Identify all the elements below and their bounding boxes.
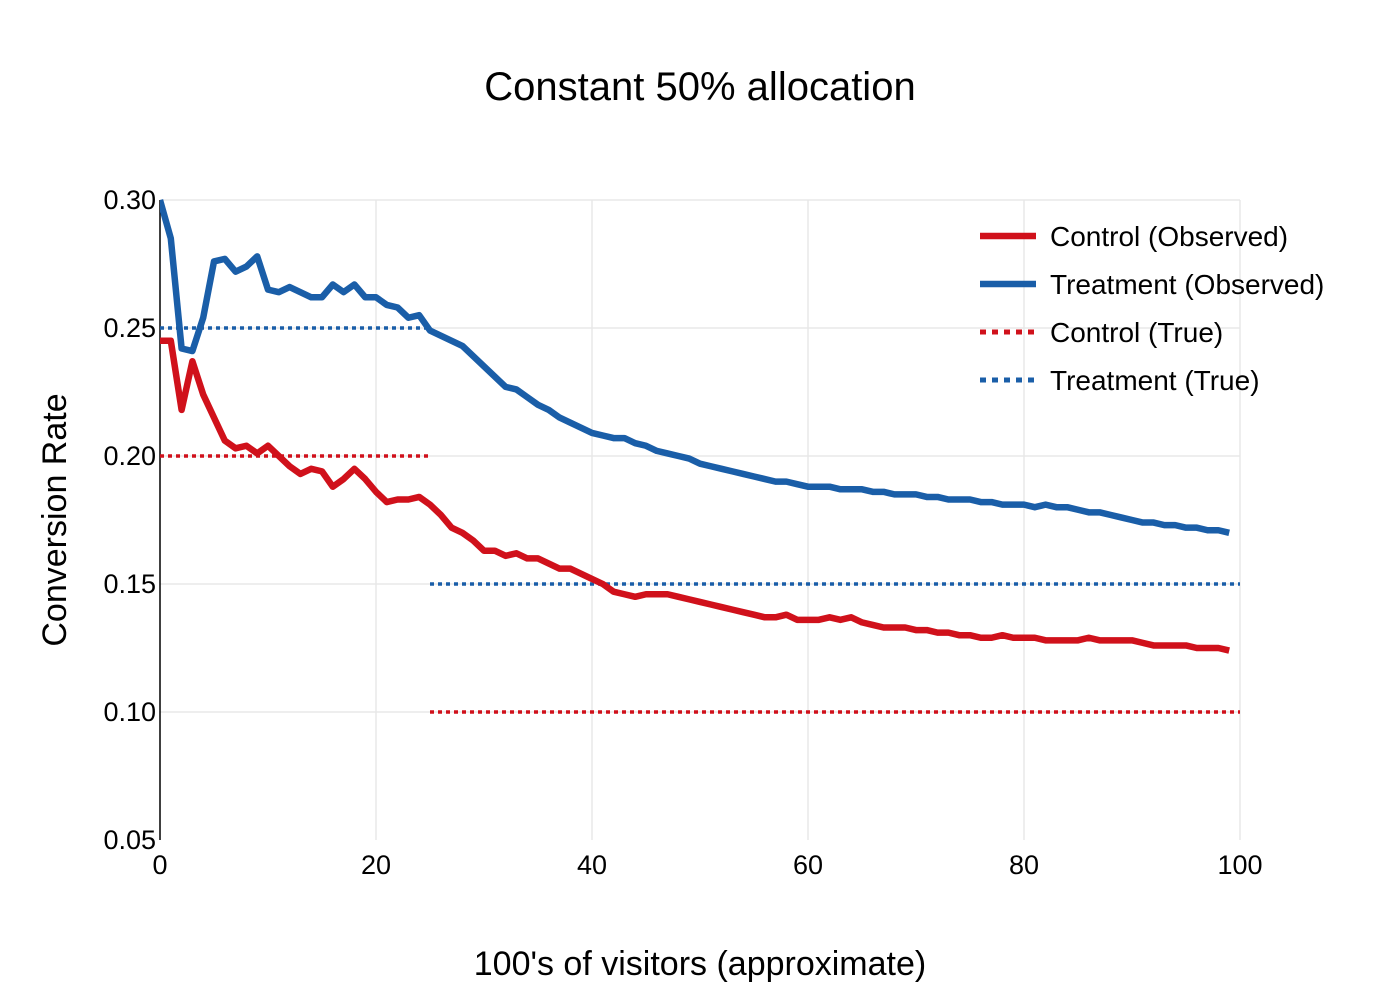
grid (160, 199, 1241, 840)
y-tick-label: 0.30 (103, 185, 156, 215)
legend-label: Treatment (Observed) (1050, 269, 1324, 300)
y-tick-label: 0.20 (103, 441, 156, 471)
y-tick-label: 0.15 (103, 569, 156, 599)
series-treatment-observed-line (160, 199, 1230, 536)
series-control-observed-line (160, 337, 1230, 654)
x-tick-label: 20 (361, 850, 391, 880)
legend-item-treatment-true: Treatment (True) (980, 365, 1260, 396)
x-tick-label: 100 (1217, 850, 1262, 880)
plot-area (160, 199, 1240, 714)
legend-item-control-true: Control (True) (980, 317, 1223, 348)
y-axis-label: Conversion Rate (36, 393, 74, 646)
legend-label: Control (Observed) (1050, 221, 1288, 252)
chart-title: Constant 50% allocation (484, 65, 915, 109)
y-tick-label: 0.25 (103, 313, 156, 343)
legend-item-treatment-observed: Treatment (Observed) (980, 269, 1324, 300)
x-tick-label: 40 (577, 850, 607, 880)
x-tick-label: 80 (1009, 850, 1039, 880)
y-tick-label: 0.10 (103, 697, 156, 727)
legend-label: Control (True) (1050, 317, 1223, 348)
legend-item-control-observed: Control (Observed) (980, 221, 1288, 252)
legend-label: Treatment (True) (1050, 365, 1260, 396)
x-axis-label: 100's of visitors (approximate) (474, 945, 926, 983)
legend: Control (Observed) Treatment (Observed) Co… (980, 221, 1324, 396)
x-axis-ticks: 0 20 40 60 80 100 (152, 850, 1262, 880)
x-tick-label: 0 (152, 850, 167, 880)
y-tick-label: 0.05 (103, 825, 156, 855)
y-axis-ticks: 0.05 0.10 0.15 0.20 0.25 0.30 (103, 185, 156, 855)
x-tick-label: 60 (793, 850, 823, 880)
